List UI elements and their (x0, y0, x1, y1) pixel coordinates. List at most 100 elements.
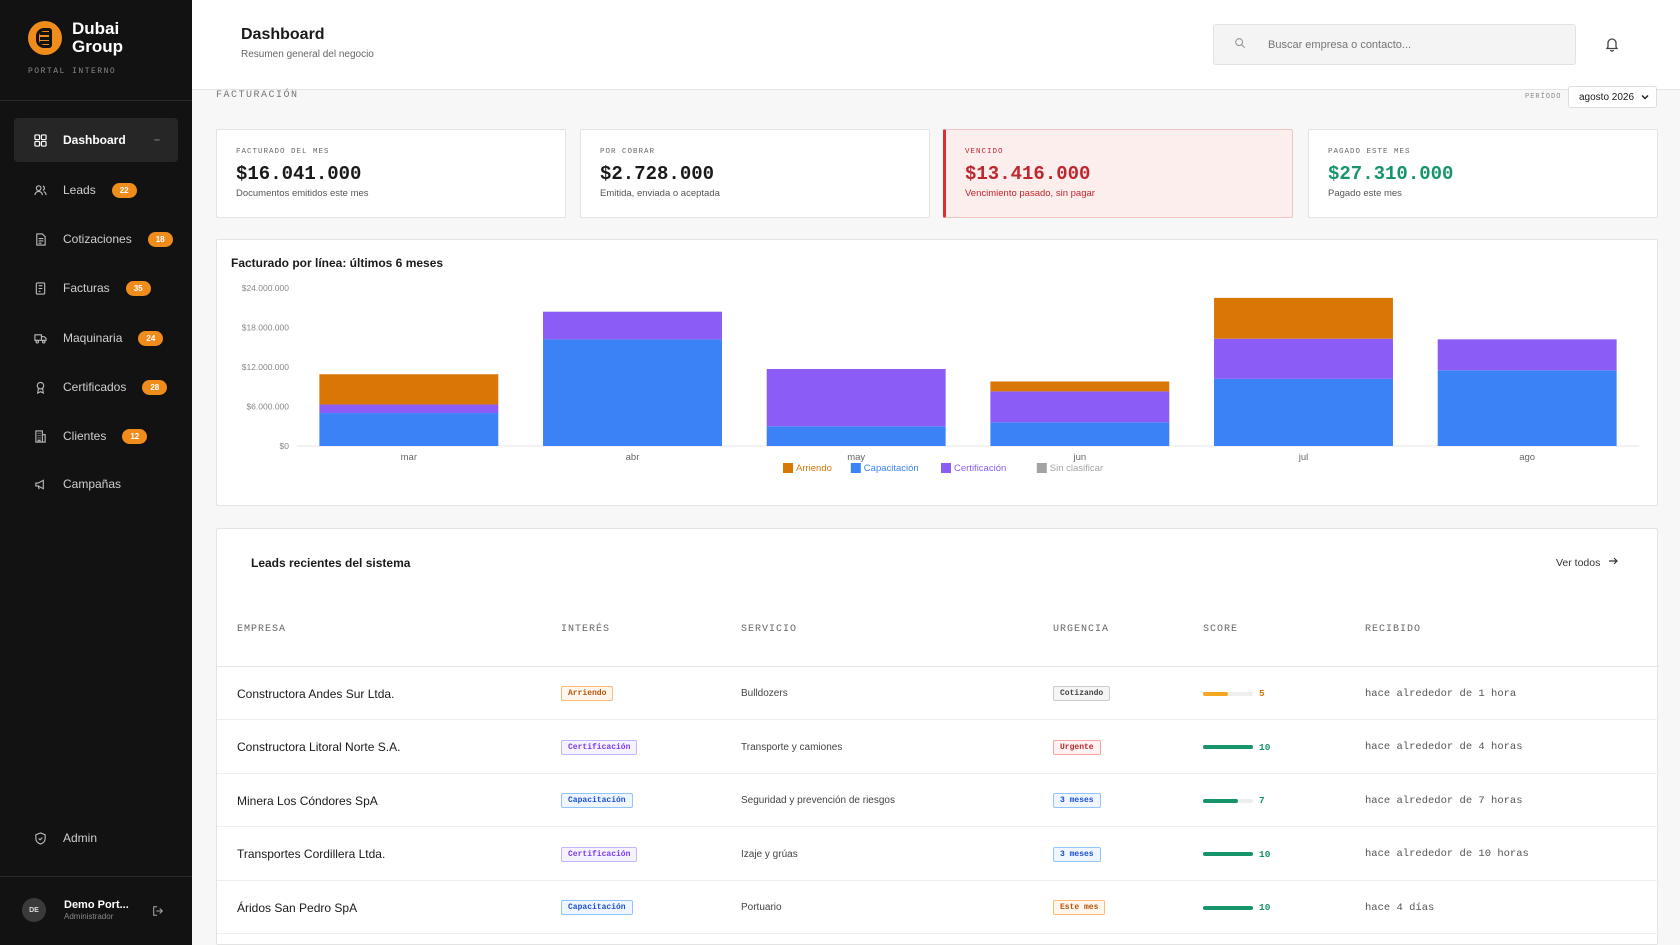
score-bar (1203, 691, 1253, 696)
view-all-label: Ver todos (1556, 556, 1601, 569)
award-icon (34, 381, 47, 394)
score-bar (1203, 745, 1253, 749)
x-tick-label: jul (1298, 452, 1309, 463)
company-name[interactable]: Minera Los Cóndores SpA (237, 793, 378, 808)
search-input[interactable] (1268, 38, 1548, 51)
score-value: 5 (1259, 688, 1265, 699)
sidebar-item-label: Maquinaria (63, 331, 123, 345)
bar-segment-certificacin (1214, 338, 1393, 379)
sidebar-item-leads[interactable]: Leads 22 (14, 168, 178, 212)
interest-tag-cell: Certificación (561, 828, 638, 881)
score-bar-fill (1203, 798, 1238, 803)
sidebar-item-facturas[interactable]: Facturas 35 (14, 266, 178, 310)
kpi-label: PAGADO ESTE MES (1328, 148, 1411, 156)
legend-swatch (850, 463, 861, 473)
megaphone-icon (34, 478, 47, 491)
company-name[interactable]: Constructora Andes Sur Ltda. (237, 686, 395, 701)
page-title: Dashboard (241, 26, 325, 43)
kpi-card-por-cobrar: POR COBRAR $2.728.000 Emitida, enviada o… (580, 129, 930, 218)
x-tick-label: abr (626, 452, 640, 463)
kpi-label: POR COBRAR (600, 148, 656, 156)
bar-segment-capacitacin (1214, 378, 1393, 446)
column-header-urgencia[interactable]: URGENCIA (1053, 624, 1110, 635)
kpi-card-pagado: PAGADO ESTE MES $27.310.000 Pagado este … (1308, 129, 1658, 218)
received-time: hace alrededor de 4 horas (1365, 741, 1523, 753)
sidebar-item-label: Certificados (63, 380, 127, 394)
sidebar-item-maquinaria[interactable]: Maquinaria 24 (14, 316, 178, 360)
view-all-link[interactable]: Ver todos (1556, 556, 1619, 569)
urgency-tag-cell: Urgente (1053, 721, 1101, 774)
interest-tag: Arriendo (561, 686, 614, 701)
sidebar-item-label: Dashboard (63, 133, 126, 147)
user-profile[interactable]: DE Demo Port... Administrador (22, 898, 129, 922)
y-tick-label: $6.000.000 (246, 402, 289, 412)
score-cell: 7 (1203, 774, 1265, 827)
period-value: agosto 2026 (1579, 91, 1635, 103)
service-name: Seguridad y prevención de riesgos (741, 795, 895, 806)
sidebar-item-campanas[interactable]: Campañas (14, 462, 178, 506)
sidebar-item-dashboard[interactable]: Dashboard – (14, 118, 178, 162)
search-box[interactable] (1213, 24, 1576, 65)
urgency-tag-cell: Cotizando (1053, 667, 1111, 720)
score-bar (1203, 905, 1253, 910)
urgency-tag: Cotizando (1053, 686, 1111, 701)
company-name[interactable]: Transportes Cordillera Ltda. (237, 847, 386, 861)
sidebar: Dubai Group PORTAL INTERNO Dashboard – L… (0, 0, 192, 945)
kpi-note: Documentos emitidos este mes (236, 188, 369, 199)
facturas-count-badge: 35 (125, 280, 151, 296)
top-header: Dashboard Resumen general del negocio (192, 0, 1680, 90)
score-bar-fill (1203, 745, 1253, 749)
company-name[interactable]: Constructora Litoral Norte S.A. (237, 740, 401, 754)
sidebar-item-clientes[interactable]: Clientes 12 (14, 414, 178, 458)
received-time: hace alrededor de 7 horas (1365, 794, 1523, 807)
table-row[interactable]: Minera Los Cóndores SpA Capacitación Segur… (217, 774, 1659, 827)
legend-label: Sin clasificar (1050, 463, 1103, 474)
y-tick-label: $0 (280, 441, 290, 451)
kpi-value: $27.310.000 (1328, 163, 1454, 185)
brand-name: Dubai Group (72, 19, 123, 56)
column-header-servicio[interactable]: SERVICIO (741, 624, 798, 635)
service-name: Portuario (741, 902, 782, 913)
sidebar-item-certificados[interactable]: Certificados 28 (14, 365, 178, 409)
column-header-score[interactable]: SCORE (1203, 624, 1239, 635)
kpi-value: $16.041.000 (236, 163, 362, 185)
urgency-tag: Este mes (1053, 900, 1106, 915)
sidebar-item-label: Cotizaciones (63, 232, 132, 246)
kpi-label: VENCIDO (965, 148, 1004, 156)
received-time: hace alrededor de 1 hora (1365, 687, 1517, 700)
urgency-tag: 3 meses (1053, 846, 1101, 862)
legend-label: Certificación (954, 463, 1006, 474)
table-row[interactable]: Transportes Cordillera Ltda. Certificació… (217, 828, 1659, 881)
sidebar-item-admin[interactable]: Admin (14, 816, 178, 860)
table-row[interactable]: Áridos San Pedro SpA Capacitación Portuari… (217, 881, 1659, 934)
column-header-empresa[interactable]: EMPRESA (237, 624, 287, 635)
notifications-bell-icon[interactable] (1604, 36, 1620, 52)
recent-leads-card: Leads recientes del sistema Ver todos EM… (216, 528, 1659, 945)
column-header-interes[interactable]: INTERÉS (561, 624, 611, 635)
y-tick-label: $12.000.000 (242, 362, 290, 372)
period-select[interactable]: agosto 2026 (1568, 86, 1657, 108)
score-value: 10 (1259, 902, 1271, 913)
company-name[interactable]: Áridos San Pedro SpA (237, 900, 358, 915)
kpi-note: Emitida, enviada o aceptada (600, 188, 720, 199)
users-icon (34, 184, 47, 197)
avatar: DE (22, 898, 46, 922)
kpi-value: $2.728.000 (600, 163, 715, 185)
score-bar-fill (1203, 691, 1228, 696)
x-tick-label: jun (1072, 452, 1086, 463)
table-row[interactable]: Constructora Litoral Norte S.A. Certifica… (217, 721, 1659, 774)
column-header-recibido[interactable]: RECIBIDO (1365, 624, 1422, 635)
legend-swatch (941, 463, 951, 473)
bar-segment-arriendo (990, 381, 1170, 392)
page-subtitle: Resumen general del negocio (241, 49, 374, 60)
stacked-bar-chart: $0 $6.000.000 $12.000.000 $18.000.000 $24.00… (242, 283, 1639, 474)
table-row[interactable]: Constructora Andes Sur Ltda. Arriendo Bull… (217, 667, 1659, 720)
sidebar-item-cotizaciones[interactable]: Cotizaciones 18 (14, 217, 178, 261)
score-cell: 5 (1203, 667, 1265, 720)
logout-icon[interactable] (152, 904, 164, 916)
brand[interactable]: Dubai Group (28, 20, 123, 56)
kpi-card-vencido: VENCIDO $13.416.000 Vencimiento pasado, … (943, 129, 1293, 218)
urgency-tag-cell: Este mes (1053, 881, 1106, 934)
score-value: 10 (1259, 848, 1271, 860)
document-icon (34, 232, 47, 246)
